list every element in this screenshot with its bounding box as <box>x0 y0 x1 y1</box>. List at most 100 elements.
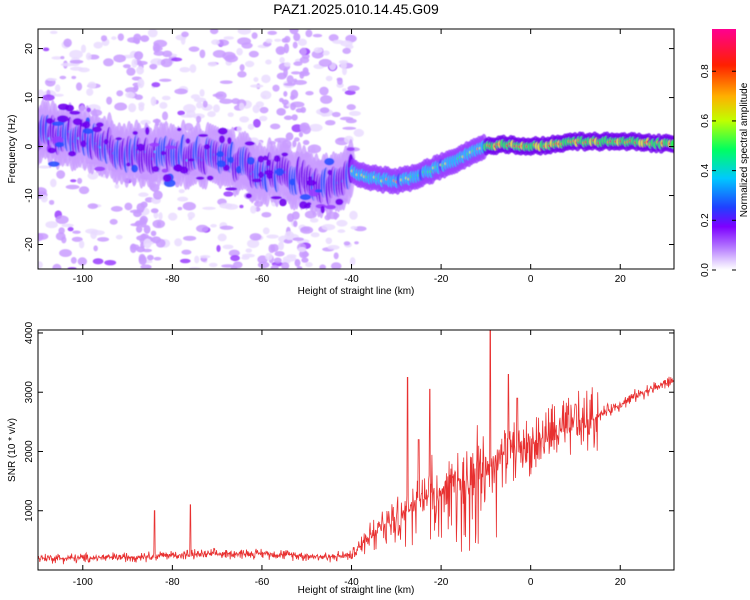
heat-cell <box>301 257 309 263</box>
heat-cell <box>208 262 218 268</box>
heat-cell <box>237 37 252 46</box>
heat-cell <box>181 31 189 38</box>
heat-cell <box>294 259 301 267</box>
heat-cell <box>263 155 268 161</box>
heat-cell <box>278 241 284 251</box>
heat-cell <box>145 127 150 136</box>
heat-cell <box>306 179 317 186</box>
heat-cell <box>126 67 136 76</box>
heat-cell <box>273 155 281 163</box>
heat-cell <box>212 93 224 98</box>
heat-cell <box>237 29 252 35</box>
heat-cell <box>340 61 347 70</box>
heat-cell <box>318 58 332 67</box>
heat-cell <box>350 226 358 230</box>
heat-cell <box>337 229 346 233</box>
heat-cell <box>320 205 325 214</box>
heat-cell <box>292 140 297 148</box>
heat-cell <box>183 104 196 113</box>
heat-cell <box>353 128 365 137</box>
heat-cell <box>114 102 128 111</box>
heat-cell <box>132 130 138 135</box>
heat-cell <box>281 37 289 43</box>
heat-cell <box>138 103 145 112</box>
colorbar-tick-label: 0.6 <box>700 114 711 128</box>
heat-cell <box>322 50 330 56</box>
heat-cell <box>270 264 279 269</box>
heat-cell <box>236 126 242 134</box>
heat-cell <box>283 82 296 86</box>
heat-cell <box>230 255 240 262</box>
heat-cell <box>160 150 166 156</box>
heat-cell <box>211 39 220 45</box>
heat-cell <box>312 33 323 38</box>
heat-cell <box>174 238 183 247</box>
heat-cell <box>308 123 323 132</box>
heat-cell <box>293 32 301 42</box>
heat-cell <box>177 110 186 116</box>
heat-cell <box>56 115 69 123</box>
heat-cell <box>251 178 262 183</box>
heat-cell <box>48 161 60 167</box>
heat-cell <box>335 198 344 206</box>
heat-cell <box>276 108 286 116</box>
heat-cell <box>319 107 330 114</box>
heat-cell <box>292 237 305 242</box>
snr-x-label: Height of straight line (km) <box>298 585 415 596</box>
y-tick-label: 2000 <box>24 440 35 463</box>
heat-cell <box>54 84 61 93</box>
heat-cell <box>190 94 201 100</box>
heat-cell <box>310 232 320 238</box>
heat-cell <box>124 202 133 211</box>
snr-frame <box>37 329 675 571</box>
heat-cell <box>337 78 343 85</box>
heat-cell <box>109 218 118 225</box>
heat-cell <box>92 258 104 265</box>
x-tick-label: 20 <box>615 274 627 285</box>
colorbar-label: Normalized spectral amplitude <box>739 82 750 217</box>
heat-cell <box>69 49 83 59</box>
heat-cell <box>103 138 109 145</box>
heat-cell <box>187 211 196 219</box>
heat-cell <box>180 114 194 118</box>
heat-cell <box>327 245 340 250</box>
heat-cell <box>207 61 217 67</box>
heat-cell <box>250 84 264 88</box>
y-tick-label: 10 <box>24 92 35 104</box>
x-tick-label: -100 <box>73 577 93 588</box>
x-tick-label: -80 <box>165 577 180 588</box>
heat-cell <box>87 171 99 180</box>
heat-cell <box>161 95 171 101</box>
heat-cell <box>299 194 312 201</box>
heat-cell <box>80 44 87 54</box>
heat-cell <box>284 62 291 67</box>
heat-cell <box>80 122 86 128</box>
heat-cell <box>38 89 44 98</box>
heat-cell <box>176 127 182 132</box>
colorbar-tick-label: 0.4 <box>700 163 711 177</box>
heat-cell <box>133 85 139 91</box>
heat-cell <box>57 103 69 111</box>
heat-cell <box>237 70 247 78</box>
heat-cell <box>46 117 54 124</box>
heat-cell <box>309 217 319 223</box>
heat-cell <box>259 115 268 122</box>
heat-cell <box>133 33 142 42</box>
heat-cell <box>72 230 81 234</box>
heat-cell <box>42 94 55 101</box>
heat-cell <box>209 29 219 35</box>
heat-cell <box>302 139 310 146</box>
heat-cell <box>238 102 245 111</box>
spectrogram-x-axis: -100 -80 -60 -40 -20 0 20 <box>73 29 626 285</box>
heat-cell <box>69 110 81 115</box>
heat-cell <box>100 35 108 42</box>
heat-cell <box>152 165 160 173</box>
heat-cell <box>153 256 162 261</box>
heat-cell <box>151 236 162 244</box>
heat-cell <box>239 64 245 72</box>
x-tick-label: 0 <box>528 274 534 285</box>
heat-cell <box>241 256 250 260</box>
heat-cell <box>87 203 99 209</box>
snr-x-axis: -100 -80 -60 -40 -20 0 20 <box>73 330 626 588</box>
